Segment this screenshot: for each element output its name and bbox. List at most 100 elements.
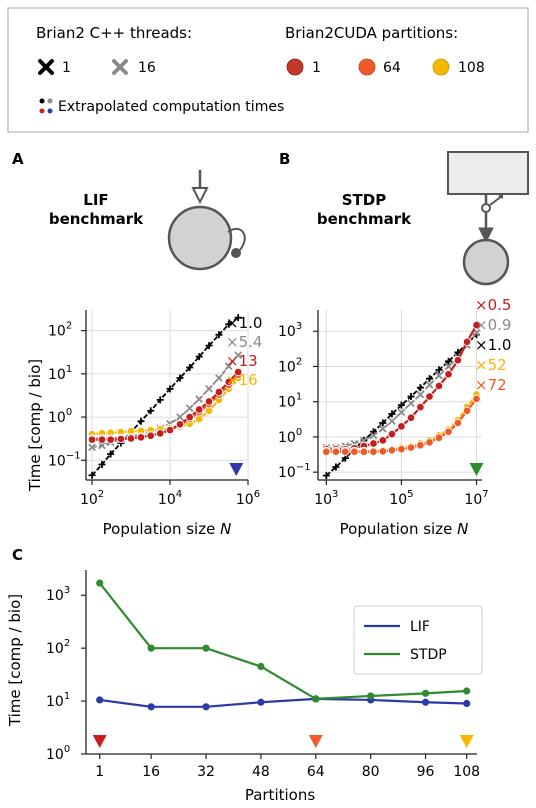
plot-b-series-cpp1-point-13 <box>445 357 453 365</box>
plot-b-series-cuda64-point-12 <box>434 433 444 442</box>
plot-a-series-cuda1-point-4 <box>126 434 136 443</box>
plot-c-legend-stdp: STDP <box>364 647 447 663</box>
plot-a-series <box>87 314 244 479</box>
plot-b-series-cuda1-point-7 <box>387 429 397 439</box>
plot-c-series-stdp-line <box>98 582 467 701</box>
plot-c-series-lif-point-1 <box>147 703 155 711</box>
plot-c-ytick-label-1: 101 <box>46 691 70 710</box>
plot-a-series-cuda1-point-9 <box>175 420 185 429</box>
panel-b-title-line1: STDP <box>342 191 386 209</box>
plot-c-legend-stdp-label: STDP <box>410 647 447 663</box>
plot-a-series-cpp16-point-10 <box>185 404 194 413</box>
legend-cpp-16-label: 16 <box>138 60 156 76</box>
plot-c-series-lif-point-3 <box>257 698 265 706</box>
plot-b-series-cuda64-point-15 <box>462 406 472 416</box>
plot-c-partition-markers <box>92 735 474 748</box>
plot-b-speedup-label-2: ×1.0 <box>475 336 511 354</box>
plot-c-legend: LIF STDP <box>353 605 483 675</box>
plot-a-series-cpp1-line <box>91 316 239 476</box>
plot-c-series-stdp-point-5 <box>367 692 375 700</box>
plot-b-series-cuda64-point-8 <box>397 444 406 454</box>
stdp-neuron-icon <box>447 151 529 286</box>
plot-b-series-cpp1-point-0 <box>322 472 330 480</box>
plot-a-marker-triangle <box>229 463 244 476</box>
plot-a-series-cuda1-point-8 <box>165 425 175 435</box>
plot-b-series-cpp16-point-7 <box>388 417 396 426</box>
plot-a-series-cpp1-point-15 <box>234 314 242 322</box>
plot-b-series-cuda64-point-11 <box>425 438 434 447</box>
plot-c-xlabel: Partitions <box>245 786 316 804</box>
plot-b-series-cpp1-point-1 <box>332 463 340 471</box>
plot-b-series-cuda1-point-10 <box>416 402 425 412</box>
plot-b-series-cpp1-point-5 <box>369 428 377 436</box>
plot-a-series-cuda1-point-1 <box>97 435 107 444</box>
plot-b-xlabel-main: Population size <box>340 520 457 538</box>
plot-b-series-cuda1-point-13 <box>444 370 453 379</box>
plot-a-speedup-label-2: ×13 <box>226 352 258 370</box>
plot-b-speedup-label-3: ×52 <box>475 356 507 374</box>
plot-a-series-cpp1-point-12 <box>205 342 213 350</box>
plot-a-xlabel: Population size N <box>103 520 232 538</box>
legend-cpp-1: 1 <box>38 59 71 76</box>
plot-b-series-cpp16-point-8 <box>397 408 406 417</box>
panel-a-title-line2: benchmark <box>49 210 144 228</box>
plot-a-series-cpp1-point-6 <box>147 407 155 415</box>
plot-a-series-cpp16-point-1 <box>98 441 106 450</box>
legend-cpp-1-label: 1 <box>62 60 71 76</box>
plot-a-series-cuda1-point-2 <box>106 435 115 444</box>
plot-a-xtick-label-0: 102 <box>80 489 104 508</box>
legend-cuda-1-label: 1 <box>312 60 321 76</box>
plot-c-xtick-label-6: 96 <box>417 764 435 780</box>
legend-cpp-16-marker <box>112 59 128 75</box>
plot-b-series-cuda1-point-15 <box>462 337 472 347</box>
plot-b-xlabel: Population size N <box>340 520 469 538</box>
plot-a-series-cpp1-point-2 <box>107 450 115 458</box>
plot-a-series-cuda1-point-7 <box>155 429 165 438</box>
plot-c-series-stdp-point-0 <box>96 579 104 587</box>
plot-a-grid <box>86 310 249 480</box>
plot-a-speedup-label-1: ×5.4 <box>226 333 262 351</box>
lif-neuron-icon <box>167 170 246 271</box>
legend-cuda-title: Brian2CUDA partitions: <box>285 24 458 42</box>
plot-b-series-cuda64-point-1 <box>331 447 341 456</box>
plot-c-xtick-label-5: 80 <box>362 764 380 780</box>
plot-c-xtick-label-4: 64 <box>307 764 325 780</box>
plot-a: 10−1 100 101 102 102 104 106 ×1.0×5.4×13×16 Ti… <box>26 310 262 538</box>
legend-extrapolated-dots <box>39 98 53 114</box>
plot-a-series-cpp16-point-11 <box>195 395 204 403</box>
plot-b-series-cuda64-point-3 <box>350 447 359 456</box>
plot-c-series-stdp-point-7 <box>463 687 471 695</box>
plot-b-series-cuda64-point-2 <box>341 447 350 456</box>
legend-cuda-1-marker <box>286 58 304 76</box>
plot-c-series-lif-point-6 <box>421 698 430 706</box>
plot-c-xtick-label-7: 108 <box>453 764 480 780</box>
plot-b-series-cpp16-point-6 <box>379 424 387 433</box>
plot-b-axes <box>317 310 482 481</box>
plot-c-series-lif-point-2 <box>202 703 210 711</box>
plot-c-ytick-label-0: 100 <box>46 744 70 763</box>
plot-b-series-cuda64-point-13 <box>444 427 453 437</box>
plot-a-series-cpp16-point-12 <box>205 384 213 393</box>
plot-b-series-cpp1-line <box>325 333 478 477</box>
plot-b-series-cuda64-point-5 <box>369 447 378 456</box>
plot-a-series-cuda1-point-14 <box>224 377 233 387</box>
plot-b-series-cpp1-point-11 <box>426 375 434 383</box>
plot-b-series-cpp1-point-7 <box>388 410 396 418</box>
plot-c-ytick-label-3: 103 <box>46 585 70 604</box>
plot-c-xtick-label-0: 1 <box>95 764 104 780</box>
panel-a-letter: A <box>12 150 24 168</box>
plot-c-series <box>96 579 471 711</box>
plot-a-xlabel-var: N <box>220 520 231 538</box>
plot-a-series-cuda1-point-11 <box>194 405 204 414</box>
plot-b: 10−1 100 101 102 103 103 105 107 ×0.5 ×0.9 ×1.0 ×5… <box>278 296 511 538</box>
plot-b-series-cuda64-point-10 <box>416 441 425 450</box>
plot-c-legend-lif-label: LIF <box>410 619 430 635</box>
plot-a-ytick-label-0: 10−1 <box>48 450 81 469</box>
plot-b-xlabel-var: N <box>457 520 468 538</box>
plot-c-series-stdp-point-4 <box>312 695 320 703</box>
plot-b-series-cpp1-point-12 <box>435 366 443 374</box>
plot-b-series-cuda1-point-8 <box>397 422 406 431</box>
panel-a-header: A LIF benchmark <box>12 150 246 271</box>
plot-b-series-cuda1-point-5 <box>369 439 378 448</box>
